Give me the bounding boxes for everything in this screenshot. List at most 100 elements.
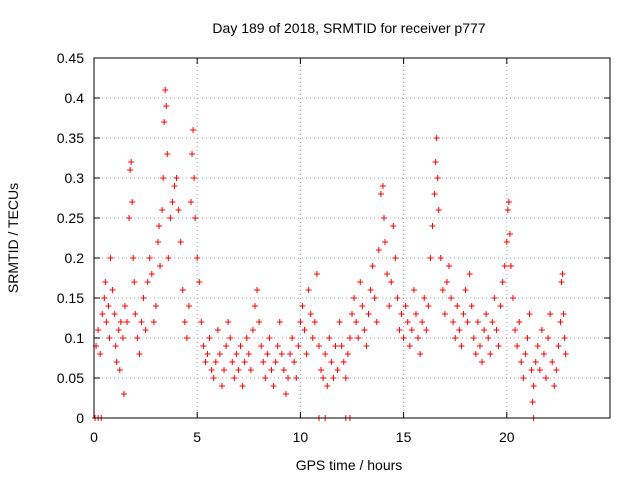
data-point [95, 327, 102, 333]
data-point [365, 311, 372, 317]
data-point [505, 199, 512, 205]
data-point [179, 287, 186, 293]
data-point [334, 367, 341, 373]
data-point [140, 295, 147, 301]
data-point [204, 351, 211, 357]
data-point [216, 351, 223, 357]
data-point [379, 183, 386, 189]
data-point [446, 263, 453, 269]
data-point [301, 327, 308, 333]
data-point [189, 151, 196, 157]
data-point [545, 335, 552, 341]
data-point [340, 359, 347, 365]
y-axis-label: SRMTID / TECUs [5, 183, 21, 293]
data-point [406, 343, 413, 349]
data-point [532, 359, 539, 365]
data-point [107, 255, 114, 261]
data-point [305, 287, 312, 293]
y-tick-label: 0.1 [65, 330, 85, 346]
data-point [152, 303, 159, 309]
data-point [148, 271, 155, 277]
data-point [241, 359, 248, 365]
data-point [251, 303, 258, 309]
data-point [154, 239, 161, 245]
data-point [162, 87, 169, 93]
data-point [196, 279, 203, 285]
data-point [278, 351, 285, 357]
data-point [185, 303, 192, 309]
y-tick-labels: 0 0.05 0.1 0.15 0.2 0.25 0.3 0.35 0.4 0.45 [57, 50, 84, 426]
data-point [258, 343, 265, 349]
data-point [432, 159, 439, 165]
data-point [402, 303, 409, 309]
data-point [102, 279, 109, 285]
data-point [481, 327, 488, 333]
data-point [175, 207, 182, 213]
data-point [167, 215, 174, 221]
data-point [276, 319, 283, 325]
x-tick-label: 5 [193, 429, 201, 445]
data-point [460, 311, 467, 317]
data-point [553, 367, 560, 373]
data-point [165, 255, 172, 261]
data-point [157, 263, 164, 269]
data-point [324, 383, 331, 389]
data-point [396, 327, 403, 333]
data-point [150, 319, 157, 325]
data-point [468, 303, 475, 309]
data-point [212, 359, 219, 365]
data-point [320, 375, 327, 381]
data-point [534, 343, 541, 349]
data-point [417, 351, 424, 357]
data-point [371, 295, 378, 301]
data-point [282, 391, 289, 397]
data-point [121, 303, 128, 309]
data-point [126, 215, 133, 221]
data-point [307, 311, 314, 317]
data-point [555, 343, 562, 349]
data-point [313, 271, 320, 277]
data-point [177, 239, 184, 245]
data-point [551, 383, 558, 389]
data-point [491, 295, 498, 301]
data-point [560, 311, 567, 317]
data-point [509, 295, 516, 301]
data-point [476, 343, 483, 349]
data-point [336, 319, 343, 325]
data-point [225, 319, 232, 325]
data-point [243, 335, 250, 341]
data-point [192, 215, 199, 221]
data-point [318, 367, 325, 373]
data-point [129, 199, 136, 205]
data-point [470, 335, 477, 341]
data-point [233, 351, 240, 357]
data-point [507, 263, 514, 269]
data-point [97, 351, 104, 357]
data-point [412, 311, 419, 317]
data-point [120, 391, 127, 397]
data-point [194, 255, 201, 261]
data-point [245, 351, 252, 357]
data-point [536, 367, 543, 373]
data-point [247, 367, 254, 373]
data-point [483, 311, 490, 317]
y-tick-label: 0.45 [57, 50, 84, 66]
data-point [394, 295, 401, 301]
data-point [439, 287, 446, 293]
data-point [191, 175, 198, 181]
data-point [144, 279, 151, 285]
data-point [518, 359, 525, 365]
data-point [202, 359, 209, 365]
data-point [404, 319, 411, 325]
data-point [338, 343, 345, 349]
data-point [105, 303, 112, 309]
data-point [410, 287, 417, 293]
data-point [434, 175, 441, 181]
data-point [115, 327, 122, 333]
data-point [223, 343, 230, 349]
data-point [437, 255, 444, 261]
data-point [357, 279, 364, 285]
data-point [119, 335, 126, 341]
data-point [504, 207, 511, 213]
data-point [349, 311, 355, 317]
